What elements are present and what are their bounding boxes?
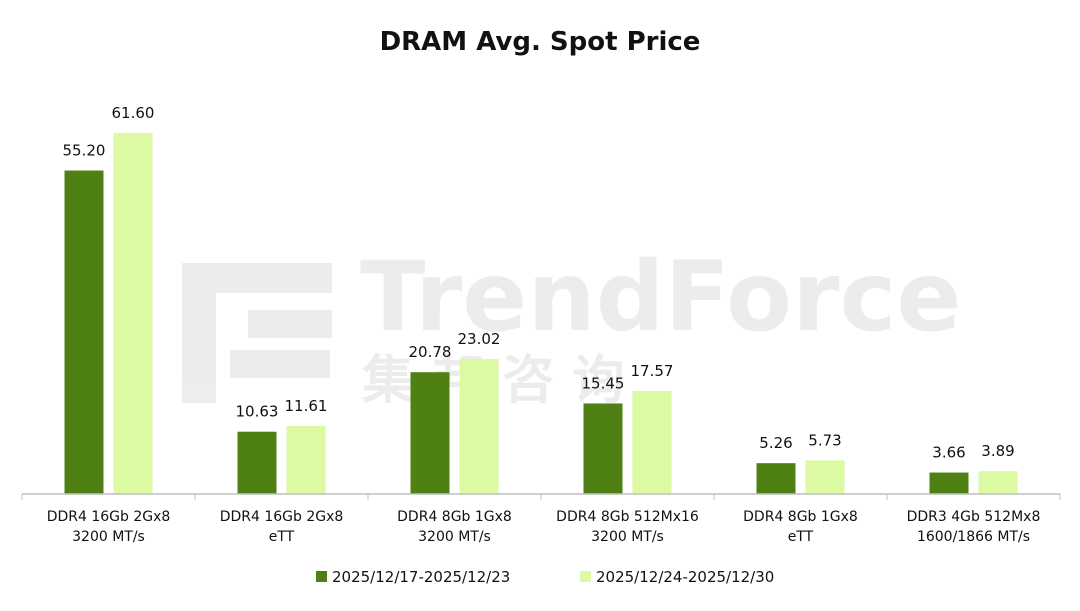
value-label-2-6: 3.89 xyxy=(981,442,1014,460)
value-label-2-4: 17.57 xyxy=(631,362,674,380)
x-ticks-group xyxy=(21,494,1061,500)
bar-1-6 xyxy=(929,472,969,494)
bar-1-1 xyxy=(64,170,104,494)
watermark-text: TrendForce xyxy=(360,241,961,353)
bar-2-1 xyxy=(113,133,153,494)
bar-2-4 xyxy=(632,391,672,494)
watermark-logo-bar-mid xyxy=(248,310,332,338)
value-label-2-3: 23.02 xyxy=(458,330,501,348)
legend: 2025/12/17-2025/12/23 2025/12/24-2025/12/… xyxy=(316,568,774,586)
value-label-1-5: 5.26 xyxy=(759,434,792,452)
bar-1-4 xyxy=(583,403,623,494)
watermark-logo-bar-low xyxy=(230,350,330,378)
x-tick-label-5: DDR4 8Gb 1Gx8 eTT xyxy=(743,509,858,545)
legend-label-1: 2025/12/17-2025/12/23 xyxy=(332,568,510,586)
watermark-logo-bar-top xyxy=(182,263,332,293)
x-tick-label-3: DDR4 8Gb 1Gx8 3200 MT/s xyxy=(397,509,512,545)
value-label-1-4: 15.45 xyxy=(582,374,625,392)
legend-swatch-1 xyxy=(316,571,327,582)
bar-1-5 xyxy=(756,463,796,494)
bar-1-3 xyxy=(410,372,450,494)
value-label-2-2: 11.61 xyxy=(285,397,328,415)
bar-1-2 xyxy=(237,431,277,494)
chart-title: DRAM Avg. Spot Price xyxy=(380,27,701,57)
x-tick-labels-group: DDR4 16Gb 2Gx8 3200 MT/s DDR4 16Gb 2Gx8 eTT… xyxy=(47,509,1041,545)
bar-2-5 xyxy=(805,460,845,494)
value-label-1-3: 20.78 xyxy=(409,343,452,361)
value-label-1-6: 3.66 xyxy=(932,444,965,462)
value-label-1-2: 10.63 xyxy=(236,403,279,421)
x-tick-label-1: DDR4 16Gb 2Gx8 3200 MT/s xyxy=(47,509,171,545)
legend-label-2: 2025/12/24-2025/12/30 xyxy=(596,568,774,586)
bar-2-2 xyxy=(286,425,326,494)
value-label-2-5: 5.73 xyxy=(808,431,841,449)
watermark-logo-stem xyxy=(182,263,216,403)
x-tick-label-2: DDR4 16Gb 2Gx8 eTT xyxy=(220,509,344,545)
bars-group xyxy=(64,133,1018,494)
value-label-2-1: 61.60 xyxy=(112,104,155,122)
x-tick-label-6: DDR3 4Gb 512Mx8 1600/1866 MT/s xyxy=(907,509,1041,545)
x-tick-label-4: DDR4 8Gb 512Mx16 3200 MT/s xyxy=(556,509,699,545)
value-label-1-1: 55.20 xyxy=(63,142,106,160)
bar-2-6 xyxy=(978,471,1018,494)
bar-2-3 xyxy=(459,359,499,494)
legend-swatch-2 xyxy=(580,571,591,582)
value-labels-group: 55.20 61.60 10.63 11.61 20.78 23.02 15.45 17.57… xyxy=(63,104,1015,462)
trendforce-watermark: TrendForce 集 邦 咨 询 xyxy=(182,241,961,411)
